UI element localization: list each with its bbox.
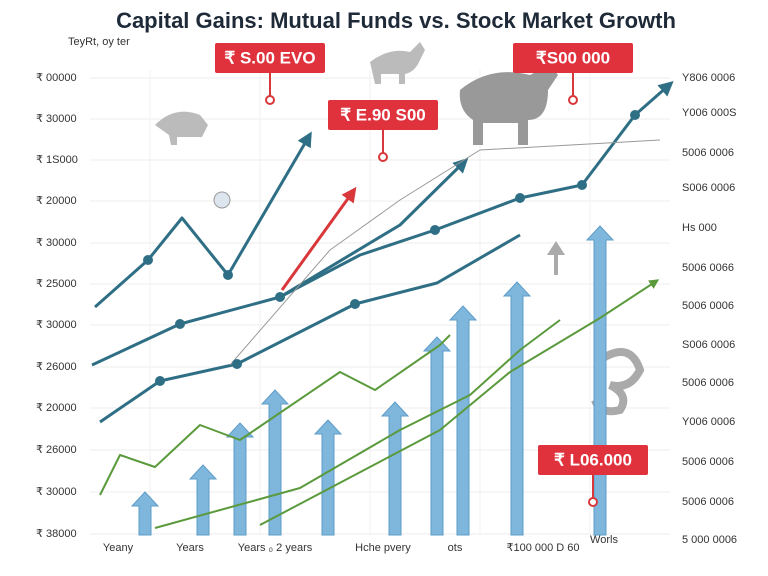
callout-box	[328, 100, 438, 130]
callout-box	[538, 445, 648, 475]
marker-dot	[223, 270, 233, 280]
marker-dot	[430, 225, 440, 235]
left-label: ₹ 30000	[36, 486, 77, 498]
right-label: 5006 0006	[682, 300, 734, 312]
right-label: Y806 0006	[682, 72, 735, 84]
callout-box	[513, 43, 633, 73]
left-label: ₹ 20000	[36, 402, 77, 414]
marker-dot	[213, 191, 231, 209]
callout-pin-dot	[378, 152, 388, 162]
blue-arrow	[188, 464, 218, 536]
left-label: ₹ 20000	[36, 195, 77, 207]
right-label: S006 0006	[682, 182, 735, 194]
right-label: 5006 0006	[682, 147, 734, 159]
marker-dot	[175, 319, 185, 329]
bottom-label: Worls	[590, 534, 618, 546]
right-label: 5 000 0006	[682, 534, 737, 546]
marker-dot	[155, 376, 165, 386]
right-label: Y006 0006	[682, 416, 735, 428]
right-label: S006 0006	[682, 339, 735, 351]
thin-line	[229, 139, 661, 366]
callout-text: ₹ E.90 S00	[340, 105, 425, 124]
callout-pin-dot	[265, 95, 275, 105]
marker-dot	[143, 255, 153, 265]
right-label: 5006 0006	[682, 456, 734, 468]
left-label: ₹ 26000	[36, 361, 77, 373]
bottom-label: Years	[176, 542, 204, 554]
left-label: ₹ 00000	[36, 72, 77, 84]
blue-arrow	[585, 225, 615, 536]
marker-dot	[232, 359, 242, 369]
left-label: ₹ 1S000	[36, 154, 78, 166]
bottom-label: ₹100 000 D 60	[506, 542, 579, 554]
left-label: ₹ 30000	[36, 113, 77, 125]
left-label: ₹ 26000	[36, 444, 77, 456]
left-label: ₹ 30000	[36, 237, 77, 249]
blue-arrow	[130, 491, 160, 536]
left-label: ₹ 38000	[36, 528, 77, 540]
title: Capital Gains: Mutual Funds vs. Stock Ma…	[116, 8, 676, 33]
right-label: Hs 000	[682, 222, 717, 234]
marker-dot	[630, 110, 640, 120]
marker-dot	[515, 193, 525, 203]
gray-arrow	[547, 241, 565, 275]
callout-text: ₹ L06.000	[554, 450, 632, 469]
teal-line	[94, 131, 312, 309]
callout-text: ₹S00 000	[536, 48, 610, 67]
callout-text: ₹ S.00 EVO	[224, 48, 315, 67]
teal-line	[279, 157, 469, 299]
marker-dot	[577, 180, 587, 190]
callout-box	[215, 43, 325, 73]
right-label: 5006 0006	[682, 496, 734, 508]
decorations	[155, 42, 645, 416]
callout-pin-dot	[568, 95, 578, 105]
blue-arrow	[502, 281, 532, 536]
callout-pin-dot	[588, 497, 598, 507]
bottom-label: Years ₀ 2 years	[238, 542, 313, 554]
subtitle: TeyRt, oy ter	[68, 36, 130, 48]
bottom-label: Hche pvery	[355, 542, 411, 554]
teal-line	[99, 233, 521, 424]
green-line	[154, 319, 561, 529]
blue-arrow	[313, 419, 343, 536]
right-label: Y006 000S	[682, 107, 736, 119]
blue-arrow	[380, 401, 410, 536]
marker-dot	[275, 292, 285, 302]
marker-dot	[350, 299, 360, 309]
right-label: 5006 0066	[682, 262, 734, 274]
green-line	[99, 334, 451, 496]
blue-arrow	[448, 305, 478, 536]
green-line	[259, 279, 660, 526]
left-label: ₹ 25000	[36, 278, 77, 290]
bottom-label: Yeany	[103, 542, 134, 554]
plot	[91, 43, 674, 536]
bottom-label: ots	[448, 542, 463, 554]
right-label: 5006 0006	[682, 377, 734, 389]
left-label: ₹ 30000	[36, 319, 77, 331]
red-arrow	[280, 186, 357, 291]
